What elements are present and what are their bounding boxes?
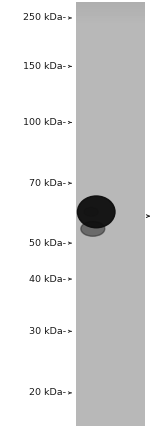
Text: 150 kDa-: 150 kDa-	[23, 62, 66, 71]
Text: 70 kDa-: 70 kDa-	[29, 178, 66, 188]
Ellipse shape	[77, 196, 115, 228]
Text: 30 kDa-: 30 kDa-	[29, 327, 66, 336]
Text: 50 kDa-: 50 kDa-	[29, 238, 66, 248]
Text: 100 kDa-: 100 kDa-	[23, 118, 66, 127]
Text: 20 kDa-: 20 kDa-	[29, 388, 66, 398]
Text: 250 kDa-: 250 kDa-	[23, 13, 66, 23]
Text: www.PTGLAB.COM: www.PTGLAB.COM	[91, 152, 125, 234]
Text: 40 kDa-: 40 kDa-	[29, 274, 66, 284]
Ellipse shape	[81, 221, 105, 236]
Ellipse shape	[84, 208, 98, 216]
